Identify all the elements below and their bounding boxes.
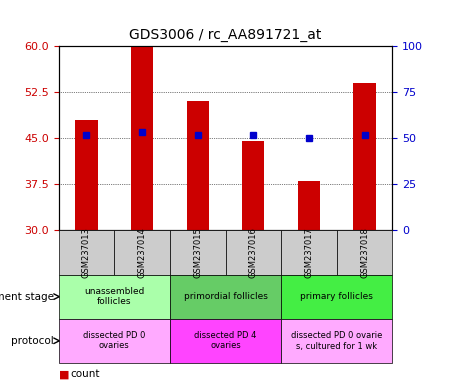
Text: dissected PD 0 ovarie
s, cultured for 1 wk: dissected PD 0 ovarie s, cultured for 1 … bbox=[291, 331, 382, 351]
Bar bbox=[131, 46, 153, 230]
Text: ■: ■ bbox=[59, 369, 69, 379]
Text: count: count bbox=[70, 369, 99, 379]
Bar bbox=[298, 181, 320, 230]
Bar bbox=[187, 101, 209, 230]
Text: protocol: protocol bbox=[11, 336, 54, 346]
Text: GSM237013: GSM237013 bbox=[82, 227, 91, 278]
Text: primary follicles: primary follicles bbox=[300, 292, 373, 301]
Bar bbox=[242, 141, 264, 230]
Text: GSM237017: GSM237017 bbox=[304, 227, 313, 278]
Bar bbox=[75, 120, 97, 230]
Text: GSM237015: GSM237015 bbox=[193, 227, 202, 278]
Text: GSM237016: GSM237016 bbox=[249, 227, 258, 278]
Text: primordial follicles: primordial follicles bbox=[184, 292, 267, 301]
Bar bbox=[354, 83, 376, 230]
Text: GSM237018: GSM237018 bbox=[360, 227, 369, 278]
Text: GSM237014: GSM237014 bbox=[138, 227, 147, 278]
Text: unassembled
follicles: unassembled follicles bbox=[84, 287, 144, 306]
Text: dissected PD 0
ovaries: dissected PD 0 ovaries bbox=[83, 331, 145, 351]
Title: GDS3006 / rc_AA891721_at: GDS3006 / rc_AA891721_at bbox=[129, 28, 322, 42]
Text: development stage: development stage bbox=[0, 291, 54, 302]
Text: dissected PD 4
ovaries: dissected PD 4 ovaries bbox=[194, 331, 257, 351]
